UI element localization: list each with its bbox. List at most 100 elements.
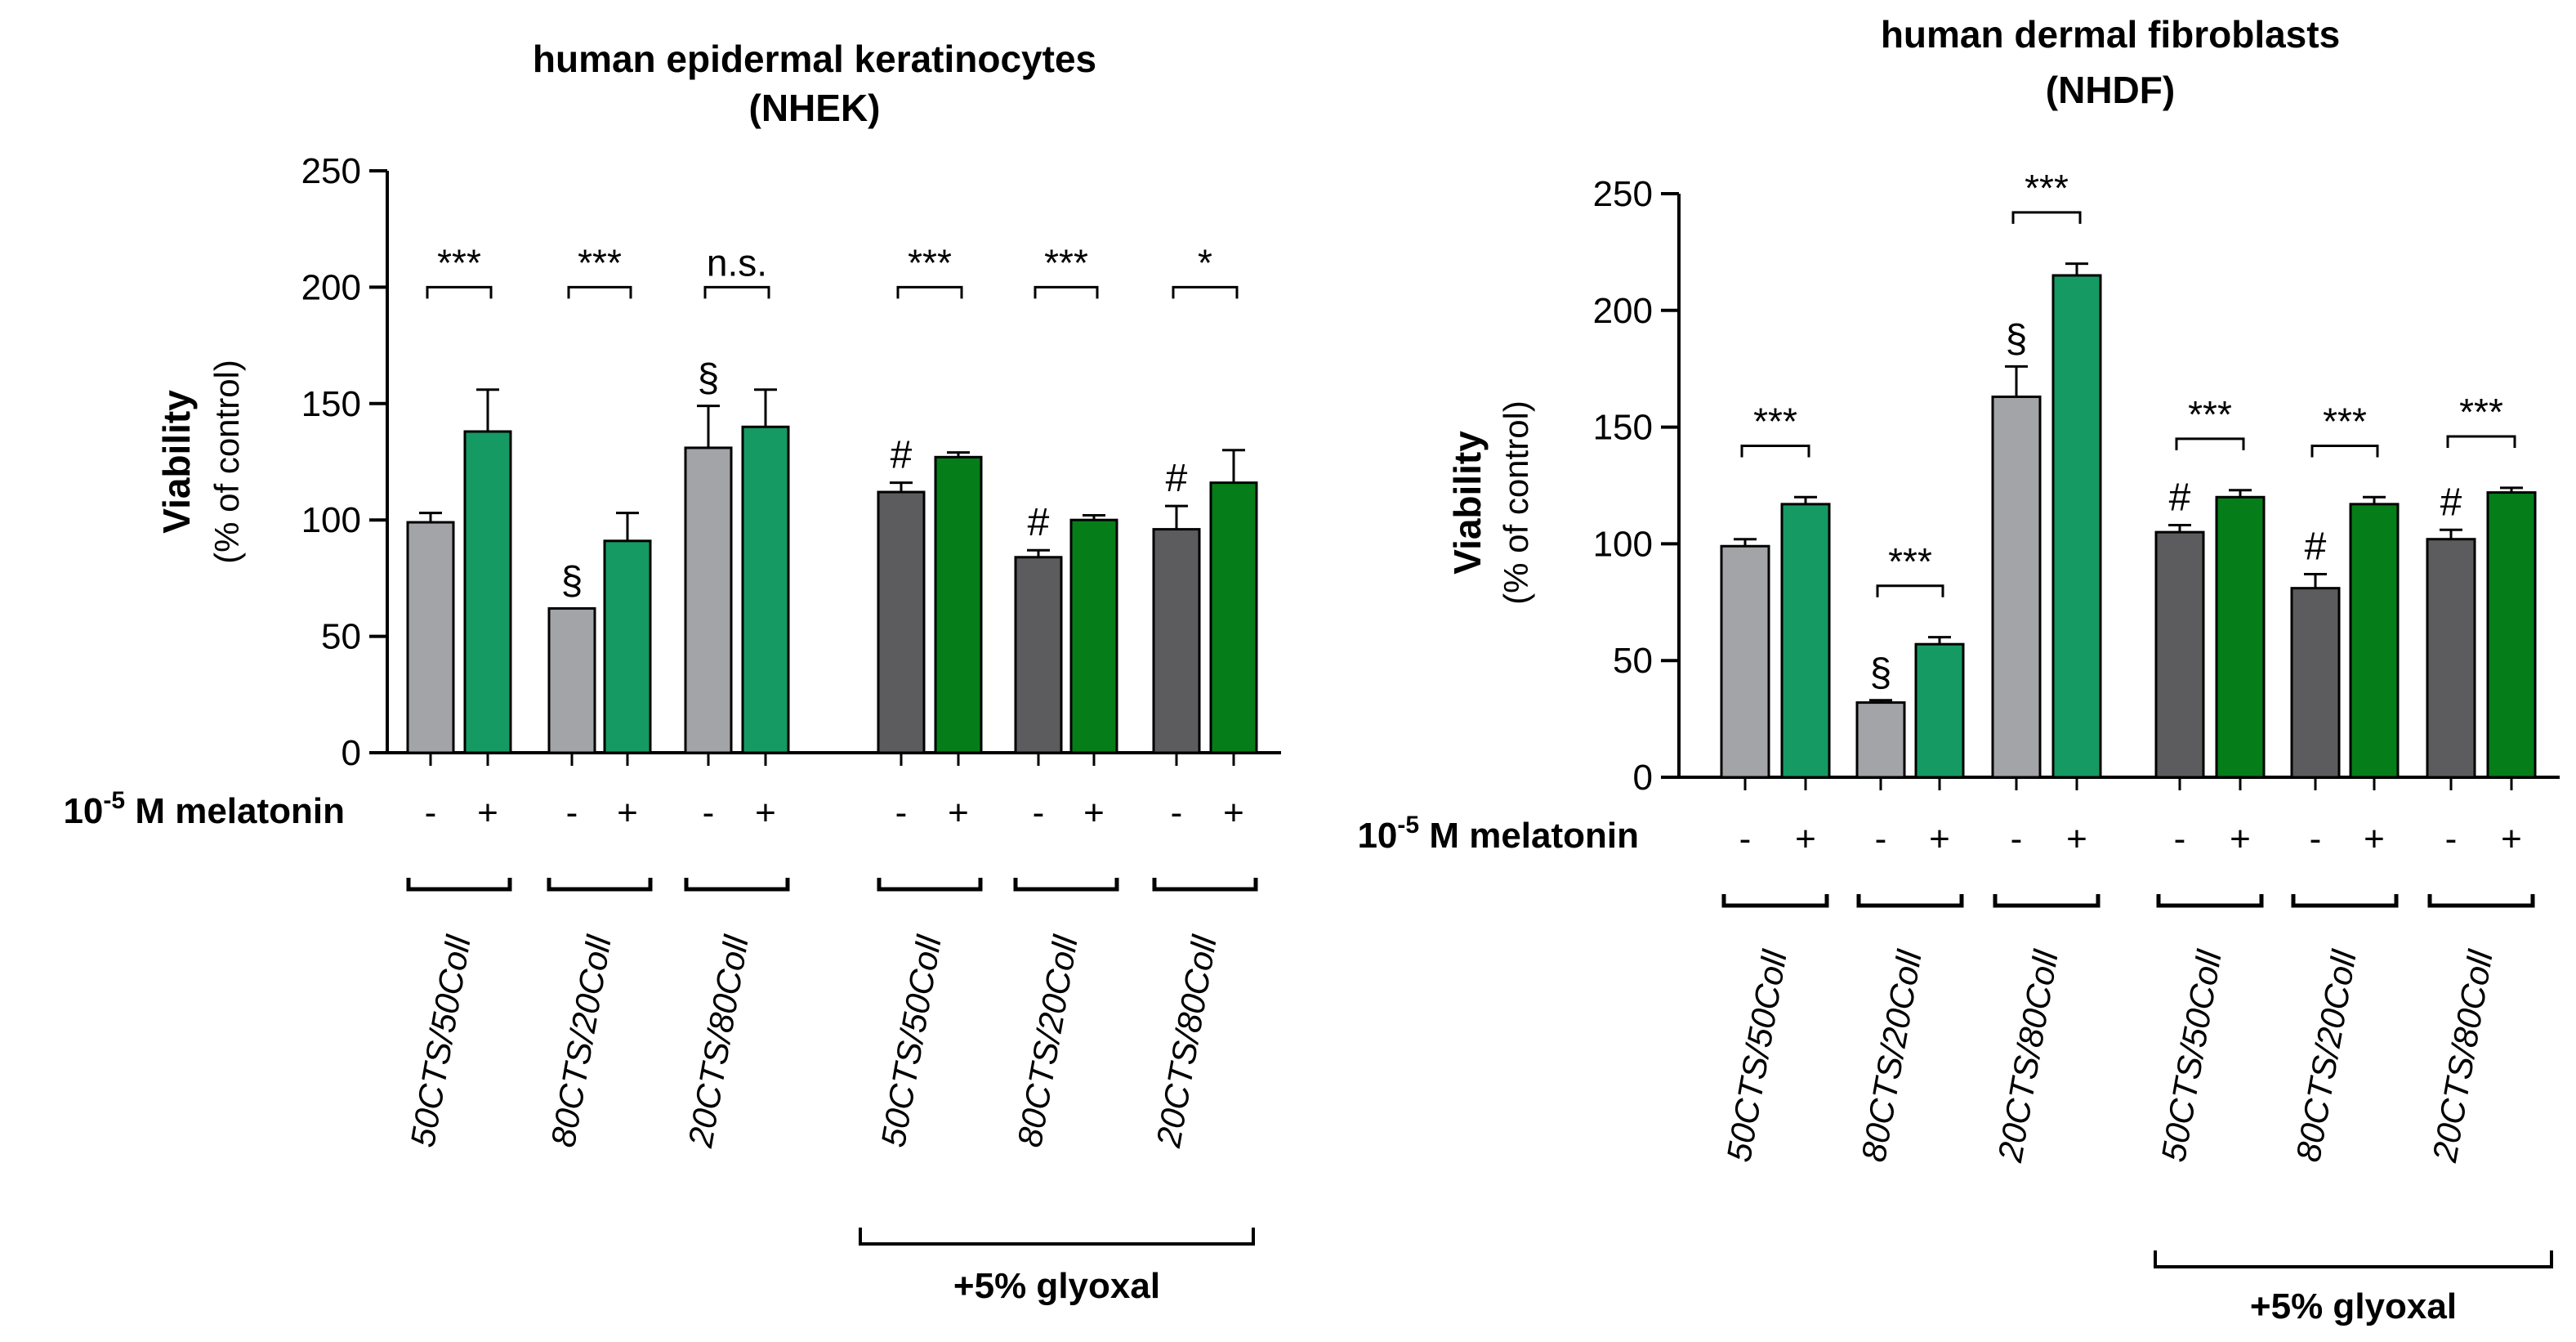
bar [603, 539, 652, 754]
melatonin-row-label: 10-5 M melatonin [63, 787, 345, 831]
melatonin-label-superscript: -5 [103, 787, 125, 814]
bar [1069, 518, 1118, 754]
melatonin-sign: - [2174, 819, 2186, 859]
melatonin-sign: + [1929, 819, 1950, 859]
group-bracket [1856, 894, 1964, 908]
bar-marker: § [2006, 317, 2028, 360]
glyoxal-label: +5% glyoxal [953, 1266, 1160, 1306]
y-tick-label: 100 [301, 500, 361, 540]
bar-marker: # [2440, 481, 2462, 524]
y-axis-label-unit: (% of control) [1497, 400, 1535, 605]
glyoxal-bracket [859, 1228, 1255, 1246]
glyoxal-bracket [2154, 1250, 2553, 1268]
group-label: 80CTS/20Coll [2288, 946, 2364, 1165]
group-label: 50CTS/50Coll [403, 932, 478, 1150]
group-label: 80CTS/20Coll [1010, 932, 1085, 1150]
y-tick-label: 250 [1593, 174, 1653, 214]
chart-title: human dermal fibroblasts [1881, 13, 2340, 56]
bar [877, 490, 926, 754]
bar-marker: # [2305, 526, 2327, 569]
y-tick-label: 200 [1593, 291, 1653, 331]
melatonin-label-superscript: -5 [1397, 812, 1419, 839]
significance-label: *** [1044, 241, 1088, 284]
bar [2486, 491, 2537, 779]
significance-bracket [1172, 285, 1239, 299]
group-bracket [547, 878, 653, 892]
y-axis-label: Viability [155, 390, 198, 534]
significance-bracket [2446, 435, 2516, 449]
group-bracket [2427, 894, 2535, 908]
group-bracket [1721, 894, 1829, 908]
bar-marker: § [561, 559, 583, 602]
melatonin-sign: + [1083, 793, 1105, 833]
bar [684, 446, 733, 754]
chart-title: human epidermal keratinocytes [533, 38, 1096, 80]
panel-nhek-chart: human epidermal keratinocytes (NHEK) 0 50 10… [63, 38, 1281, 1306]
y-tick-label: 50 [1613, 641, 1653, 681]
bar [2426, 538, 2476, 779]
group-label: 20CTS/80Coll [2425, 946, 2500, 1165]
glyoxal-label: +5% glyoxal [2250, 1286, 2457, 1326]
melatonin-label-base: 10 [63, 791, 103, 831]
bar [2215, 495, 2266, 779]
significance-bracket [896, 285, 963, 299]
significance-bracket [2011, 211, 2082, 224]
significance-label: n.s. [707, 241, 767, 284]
melatonin-sign: + [1795, 819, 1816, 859]
group-bracket [2156, 894, 2264, 908]
group-bracket [1993, 894, 2101, 908]
group-bracket [2291, 894, 2399, 908]
melatonin-sign: + [755, 793, 776, 833]
bar [1720, 544, 1770, 779]
bar [406, 521, 455, 754]
y-tick-label: 0 [1633, 758, 1653, 798]
bar-marker: # [2169, 476, 2191, 520]
bar-marker: # [891, 434, 913, 477]
bar-marker: # [1166, 457, 1188, 500]
melatonin-sign: - [425, 793, 437, 833]
melatonin-row-label: 10-5 M melatonin [1357, 812, 1639, 856]
y-axis-label-unit: (% of control) [208, 360, 246, 564]
melatonin-sign: + [2066, 819, 2087, 859]
y-axis-label: Viability [1446, 431, 1489, 575]
bar [1209, 481, 1258, 754]
significance-bracket [2310, 444, 2379, 458]
bar [1914, 642, 1965, 779]
significance-label: *** [578, 241, 622, 284]
melatonin-sign: - [2310, 819, 2322, 859]
significance-label: *** [2323, 400, 2367, 442]
bar [2290, 587, 2341, 779]
significance-label: *** [437, 241, 481, 284]
significance-label: * [1198, 241, 1212, 284]
group-label: 20CTS/80Coll [1990, 946, 2065, 1165]
melatonin-sign: + [477, 793, 498, 833]
bar [1780, 503, 1831, 779]
bar-marker: § [698, 357, 720, 400]
significance-label: *** [908, 241, 952, 284]
group-bracket [406, 878, 512, 892]
significance-bracket [2175, 437, 2245, 450]
significance-bracket [1740, 444, 1810, 458]
y-tick-label: 250 [301, 151, 361, 191]
y-tick-label: 150 [1593, 408, 1653, 448]
melatonin-sign: - [1875, 819, 1887, 859]
y-tick-label: 0 [342, 733, 361, 773]
group-label: 50CTS/50Coll [873, 932, 949, 1150]
melatonin-sign: - [2011, 819, 2023, 859]
melatonin-sign: + [1223, 793, 1244, 833]
melatonin-sign: - [2445, 819, 2458, 859]
y-tick-label: 50 [321, 617, 361, 657]
melatonin-sign: - [1033, 793, 1045, 833]
melatonin-sign: - [1739, 819, 1752, 859]
chart-subtitle: (NHDF) [2046, 69, 2175, 111]
melatonin-label-rest: M melatonin [125, 791, 345, 831]
significance-bracket [567, 285, 632, 299]
bar [741, 425, 790, 754]
melatonin-label-base: 10 [1357, 816, 1397, 856]
melatonin-sign: + [2230, 819, 2251, 859]
bar [2154, 530, 2205, 779]
group-bracket [877, 878, 983, 892]
bar [1014, 556, 1063, 754]
melatonin-sign: - [566, 793, 578, 833]
group-label: 50CTS/50Coll [1719, 946, 1794, 1165]
